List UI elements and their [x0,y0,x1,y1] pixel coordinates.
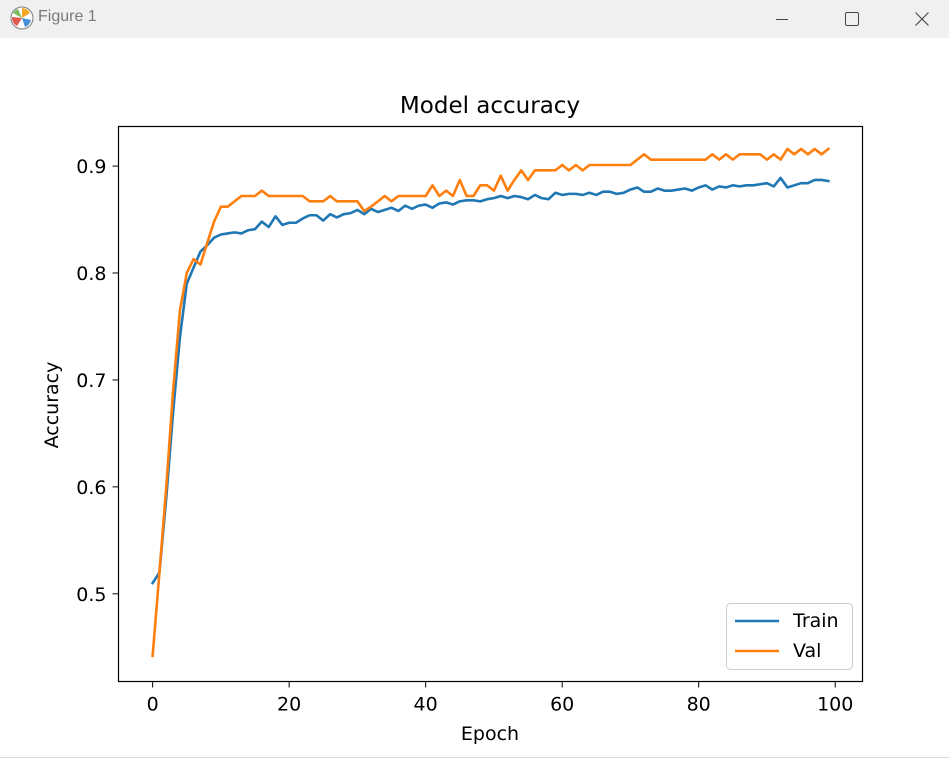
chart-title: Model accuracy [400,93,580,119]
plot-frame [117,125,864,683]
matplotlib-logo-icon [10,6,34,30]
x-tick-label: 80 [687,694,711,716]
window-titlebar: Figure 1 [0,0,949,38]
maximize-button[interactable] [829,0,875,38]
series-lines [150,147,831,658]
y-ticks: 0.5 0.6 0.7 0.8 0.9 [76,156,119,606]
window-title: Figure 1 [38,8,97,25]
x-axis-label: Epoch [461,723,519,745]
x-tick-label: 40 [414,694,438,716]
accuracy-chart: Model accuracy Epoch Accuracy 0 20 40 60 80 1… [41,93,864,745]
y-axis-label: Accuracy [41,362,63,449]
figure-canvas: Model accuracy Epoch Accuracy 0 20 40 60 80 1… [0,38,949,760]
window-bottom-border [0,757,949,758]
x-ticks: 0 20 40 60 80 100 [147,681,853,716]
maximize-icon [845,12,859,26]
close-button[interactable] [899,0,945,38]
x-tick-label: 0 [147,694,159,716]
legend-label-train: Train [792,610,839,632]
x-tick-label: 20 [277,694,301,716]
legend-label-val: Val [793,640,821,662]
close-icon [915,12,929,26]
y-tick-label: 0.5 [76,584,106,606]
series-line-train [150,176,830,585]
y-tick-label: 0.7 [76,370,106,392]
minimize-icon [776,19,788,20]
y-tick-label: 0.6 [76,477,106,499]
legend: Train Val [726,603,853,670]
x-tick-label: 100 [817,694,853,716]
series-line-val [151,147,831,658]
y-tick-label: 0.8 [76,263,106,285]
x-tick-label: 60 [550,694,574,716]
y-tick-label: 0.9 [76,156,106,178]
minimize-button[interactable] [759,0,805,38]
